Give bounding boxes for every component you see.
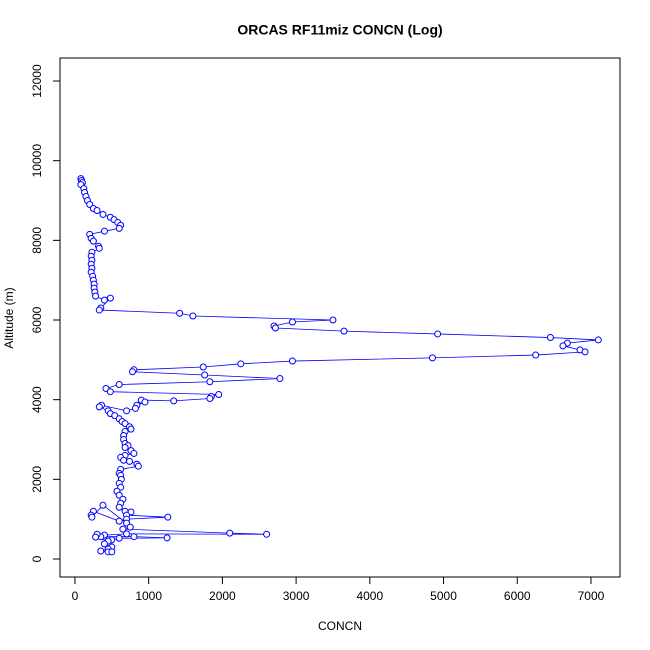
data-point xyxy=(189,312,197,320)
x-tick-label: 2000 xyxy=(209,589,236,603)
data-point xyxy=(119,525,127,533)
x-tick-label: 0 xyxy=(72,589,79,603)
data-point xyxy=(141,398,149,406)
data-point xyxy=(123,407,131,415)
data-point xyxy=(163,534,171,542)
data-point xyxy=(532,351,540,359)
data-point xyxy=(206,394,214,402)
data-point xyxy=(95,306,103,314)
data-point xyxy=(120,456,128,464)
data-point xyxy=(89,237,97,245)
data-point xyxy=(215,390,223,398)
chart-title: ORCAS RF11miz CONCN (Log) xyxy=(237,22,442,38)
data-point xyxy=(201,371,209,379)
data-point xyxy=(108,548,116,556)
data-point xyxy=(263,530,271,538)
x-tick-label: 4000 xyxy=(356,589,383,603)
data-point xyxy=(127,425,135,433)
data-point xyxy=(123,530,131,538)
x-tick-label: 3000 xyxy=(283,589,310,603)
data-point xyxy=(434,330,442,338)
x-tick-label: 1000 xyxy=(135,589,162,603)
data-point xyxy=(93,206,101,214)
data-point xyxy=(288,318,296,326)
data-point xyxy=(559,342,567,350)
data-point xyxy=(106,388,114,396)
data-point xyxy=(115,224,123,232)
data-point xyxy=(329,316,337,324)
data-point xyxy=(237,360,245,368)
data-point xyxy=(115,534,123,542)
data-point xyxy=(88,513,96,521)
data-point xyxy=(130,449,138,457)
x-tick-label: 6000 xyxy=(504,589,531,603)
data-point xyxy=(131,404,139,412)
data-point xyxy=(99,501,107,509)
data-point xyxy=(97,547,105,555)
y-tick-label: 8000 xyxy=(30,227,44,254)
data-point xyxy=(164,513,172,521)
data-point xyxy=(92,533,100,541)
data-point xyxy=(121,443,129,451)
plot-frame xyxy=(59,57,621,578)
data-point xyxy=(95,403,103,411)
data-point xyxy=(115,381,123,389)
y-tick-label: 4000 xyxy=(30,386,44,413)
data-point xyxy=(206,378,214,386)
data-point xyxy=(126,457,134,465)
x-axis-label: CONCN xyxy=(318,619,362,633)
data-point xyxy=(581,348,589,356)
y-axis-label: Altitude (m) xyxy=(2,287,16,348)
data-point xyxy=(95,244,103,252)
data-line xyxy=(80,178,599,553)
y-tick-label: 10000 xyxy=(30,144,44,178)
data-point xyxy=(170,397,178,405)
data-point xyxy=(115,517,123,525)
data-point xyxy=(128,368,136,376)
data-point xyxy=(546,334,554,342)
y-tick-label: 2000 xyxy=(30,466,44,493)
data-point xyxy=(100,540,108,548)
x-tick-label: 5000 xyxy=(430,589,457,603)
data-point xyxy=(115,503,123,511)
x-tick-label: 7000 xyxy=(578,589,605,603)
data-point xyxy=(100,227,108,235)
data-point xyxy=(99,210,107,218)
data-point xyxy=(288,357,296,365)
data-point xyxy=(276,375,284,383)
data-point xyxy=(199,363,207,371)
data-point xyxy=(134,462,142,470)
data-point xyxy=(92,292,100,300)
data-point xyxy=(428,354,436,362)
data-point xyxy=(176,309,184,317)
y-tick-label: 12000 xyxy=(30,64,44,98)
y-tick-label: 6000 xyxy=(30,306,44,333)
data-point xyxy=(226,529,234,537)
y-tick-label: 0 xyxy=(30,555,44,562)
data-point xyxy=(126,523,134,531)
data-point xyxy=(100,296,108,304)
data-point xyxy=(130,533,138,541)
data-point xyxy=(271,324,279,332)
data-point xyxy=(340,327,348,335)
data-point xyxy=(594,336,602,344)
data-point xyxy=(106,294,114,302)
